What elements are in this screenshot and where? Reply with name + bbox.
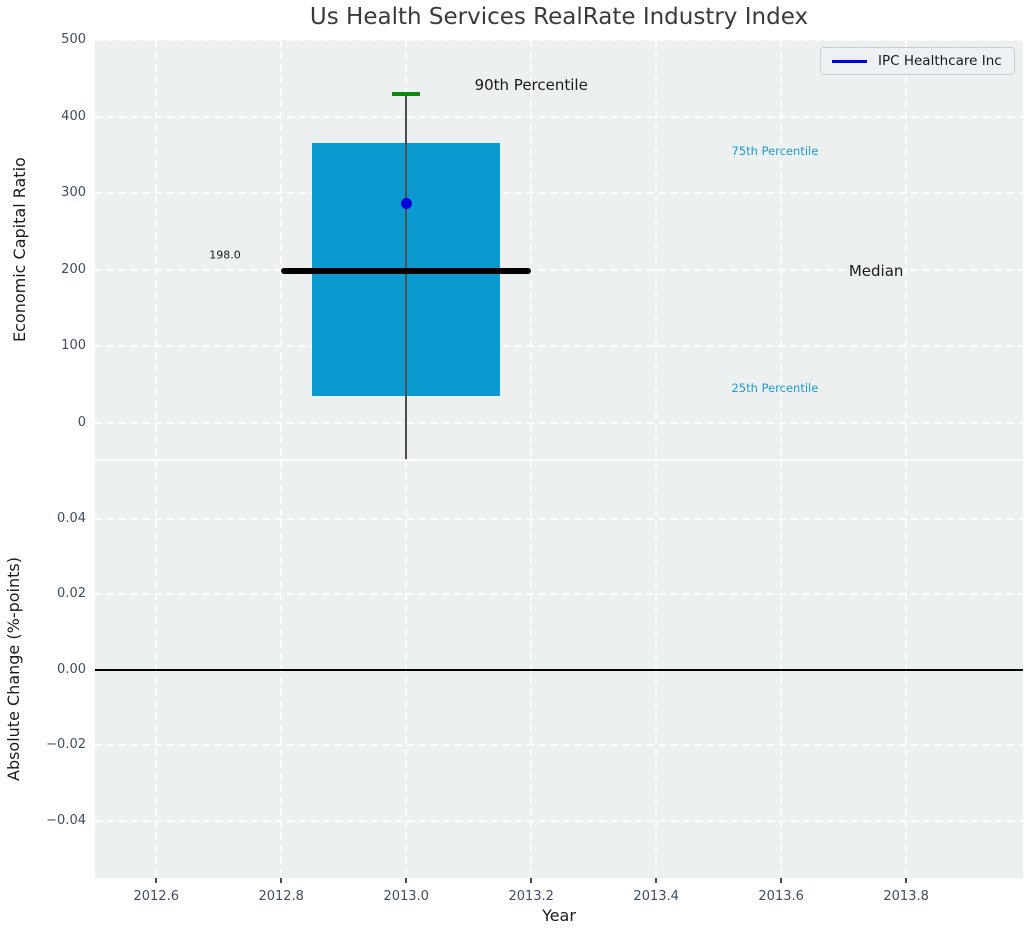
y-tick-label: −0.02 [0,736,86,754]
y-tick-label: 0.04 [0,510,86,528]
gridline-horizontal [95,192,1023,194]
gridline-horizontal [95,116,1023,118]
annotation-75th-percentile: 75th Percentile [731,144,818,158]
gridline-horizontal [95,820,1023,822]
gridline-vertical [905,40,907,459]
legend: IPC Healthcare Inc [820,47,1015,75]
legend-line-swatch [832,60,867,63]
y-tick-label: −0.04 [0,812,86,830]
zero-line [95,669,1023,671]
x-tick-mark [905,878,907,883]
x-tick-label: 2013.2 [491,888,571,906]
legend-label: IPC Healthcare Inc [878,53,1002,69]
y-tick-label: 200 [0,261,86,279]
x-tick-mark [530,878,532,883]
x-axis-label: Year [95,906,1023,925]
company-value-dot [401,198,412,209]
x-tick-label: 2013.0 [366,888,446,906]
gridline-vertical [155,40,157,459]
gridline-horizontal [95,744,1023,746]
y-tick-label: 0.02 [0,585,86,603]
bottom-plot-panel [95,461,1023,878]
gridline-vertical [655,40,657,459]
y-tick-label: 0 [0,414,86,432]
y-tick-label: 0.00 [0,661,86,679]
annotation-90th-percentile: 90th Percentile [475,76,588,94]
x-tick-label: 2012.8 [241,888,321,906]
x-tick-mark [780,878,782,883]
gridline-horizontal [95,518,1023,520]
annotation-25th-percentile: 25th Percentile [731,381,818,395]
y-tick-label: 400 [0,108,86,126]
gridline-vertical [530,40,532,459]
gridline-vertical [280,40,282,459]
x-tick-label: 2013.8 [866,888,946,906]
gridline-vertical [780,40,782,459]
gridline-horizontal [95,40,1023,41]
x-tick-label: 2013.6 [741,888,821,906]
y-tick-label: 500 [0,31,86,49]
annotation-median: Median [849,262,904,280]
gridline-horizontal [95,593,1023,595]
top-y-axis-label: Economic Capital Ratio [10,40,29,459]
y-tick-label: 300 [0,184,86,202]
x-tick-mark [155,878,157,883]
gridline-horizontal [95,345,1023,347]
x-tick-mark [655,878,657,883]
gridline-horizontal [95,422,1023,424]
x-tick-label: 2012.6 [116,888,196,906]
chart-figure: Us Health Services RealRate Industry Ind… [0,0,1034,942]
chart-title: Us Health Services RealRate Industry Ind… [95,4,1023,30]
x-tick-mark [280,878,282,883]
y-tick-label: 100 [0,337,86,355]
x-tick-label: 2013.4 [616,888,696,906]
whisker-line [405,94,407,459]
annotation-median-value: 198.0 [209,249,241,262]
x-tick-mark [405,878,407,883]
p90-cap [392,92,420,96]
median-line [281,268,531,274]
